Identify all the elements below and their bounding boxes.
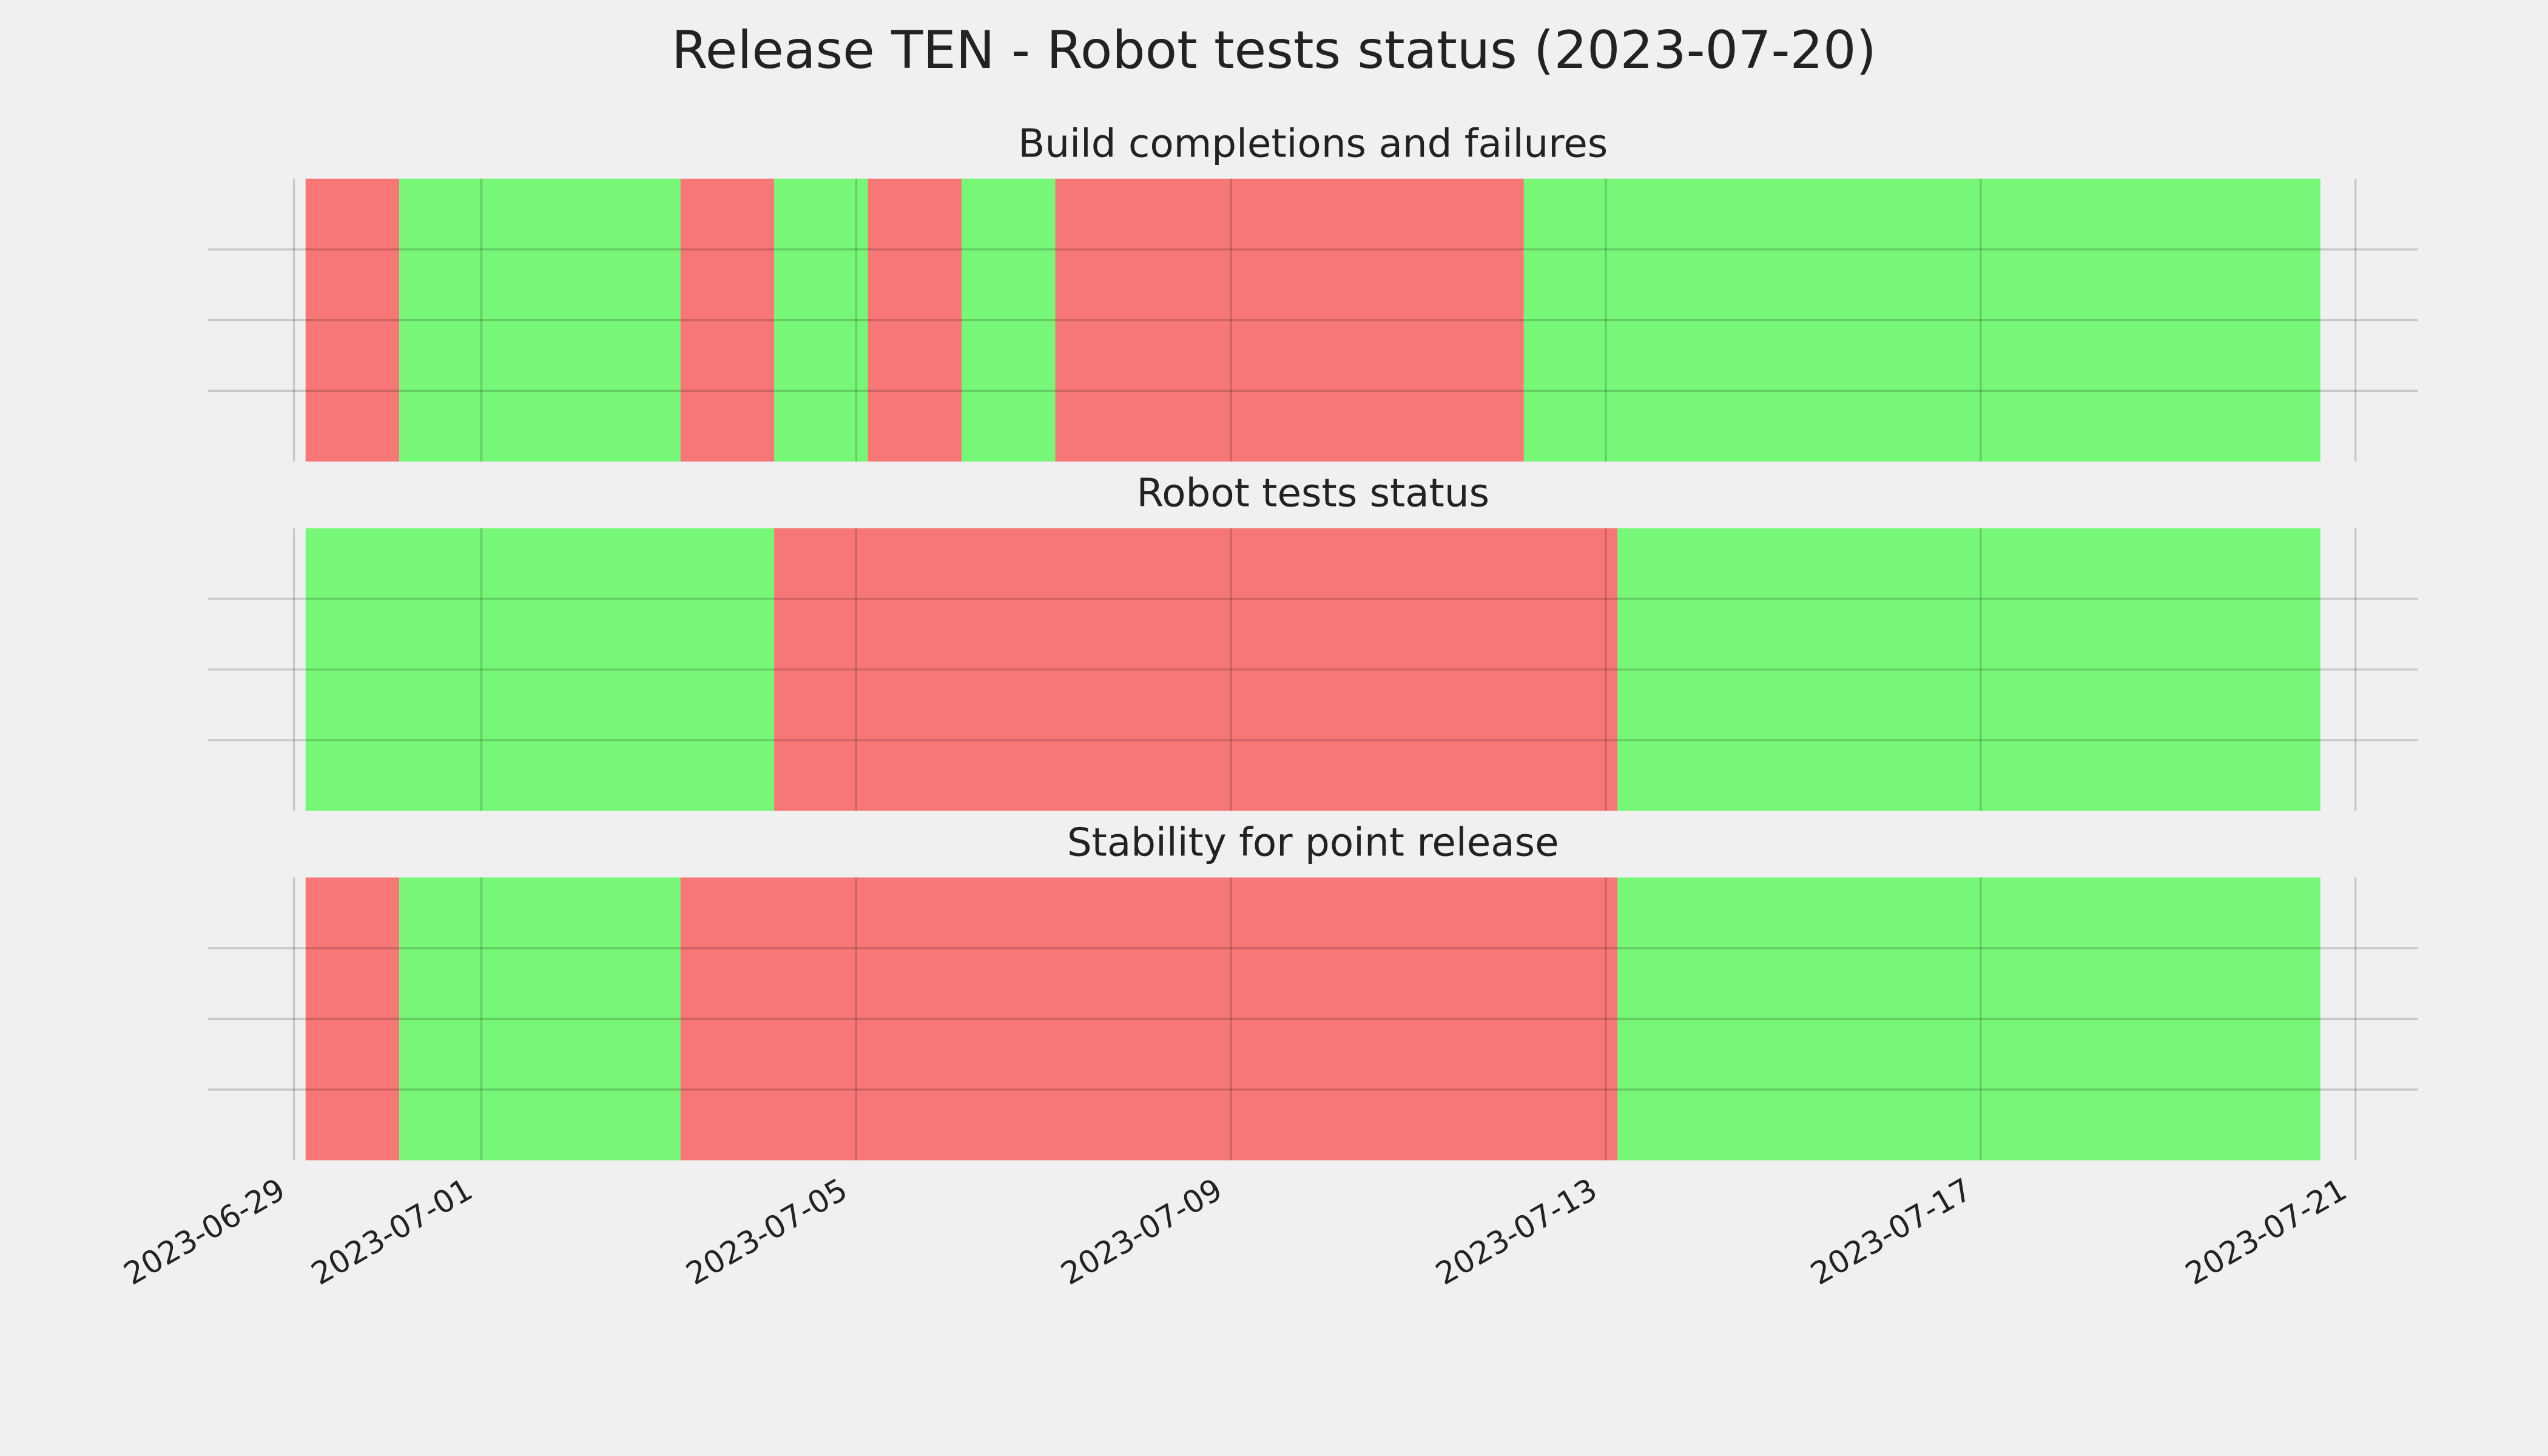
status-span [1617,877,2320,1161]
status-span [305,528,775,811]
status-span [399,178,681,462]
status-span [680,877,1618,1161]
panel-title: Build completions and failures [1018,121,1608,167]
status-span [868,178,962,462]
status-span [774,178,868,462]
status-span [680,178,775,462]
status-span [305,178,400,462]
status-span [1055,178,1524,462]
status-span [962,178,1056,462]
panel-title: Robot tests status [1136,471,1489,516]
panel-title: Stability for point release [1067,820,1559,865]
status-span [1617,528,2320,811]
status-span [305,877,400,1161]
status-span [399,877,681,1161]
chart-title: Release TEN - Robot tests status (2023-0… [672,20,1876,81]
status-span [774,528,1618,811]
status-span [1523,178,2320,462]
